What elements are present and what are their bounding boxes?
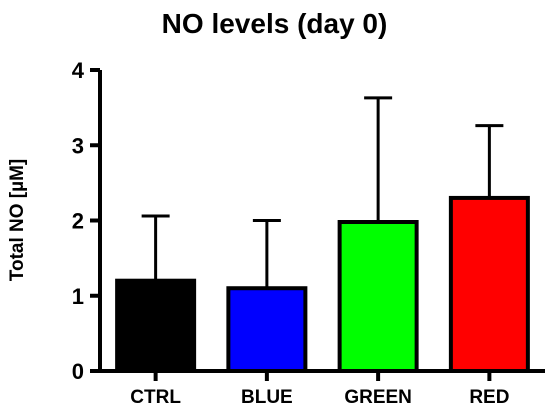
y-tick-label: 1 <box>72 284 84 309</box>
y-tick-label: 2 <box>72 209 84 234</box>
bar-ctrl <box>115 278 197 374</box>
x-tick-label: GREEN <box>344 387 412 408</box>
bar-green <box>337 220 419 373</box>
y-tick-label: 0 <box>72 359 84 384</box>
x-tick-label: CTRL <box>130 387 181 408</box>
chart-title: NO levels (day 0) <box>161 8 388 39</box>
bar-red <box>448 195 530 373</box>
x-tick-label: BLUE <box>241 387 293 408</box>
y-tick-label: 3 <box>72 133 84 158</box>
x-tick-label: RED <box>469 387 509 408</box>
bar-blue <box>226 286 308 374</box>
y-tick-label: 4 <box>72 58 85 83</box>
